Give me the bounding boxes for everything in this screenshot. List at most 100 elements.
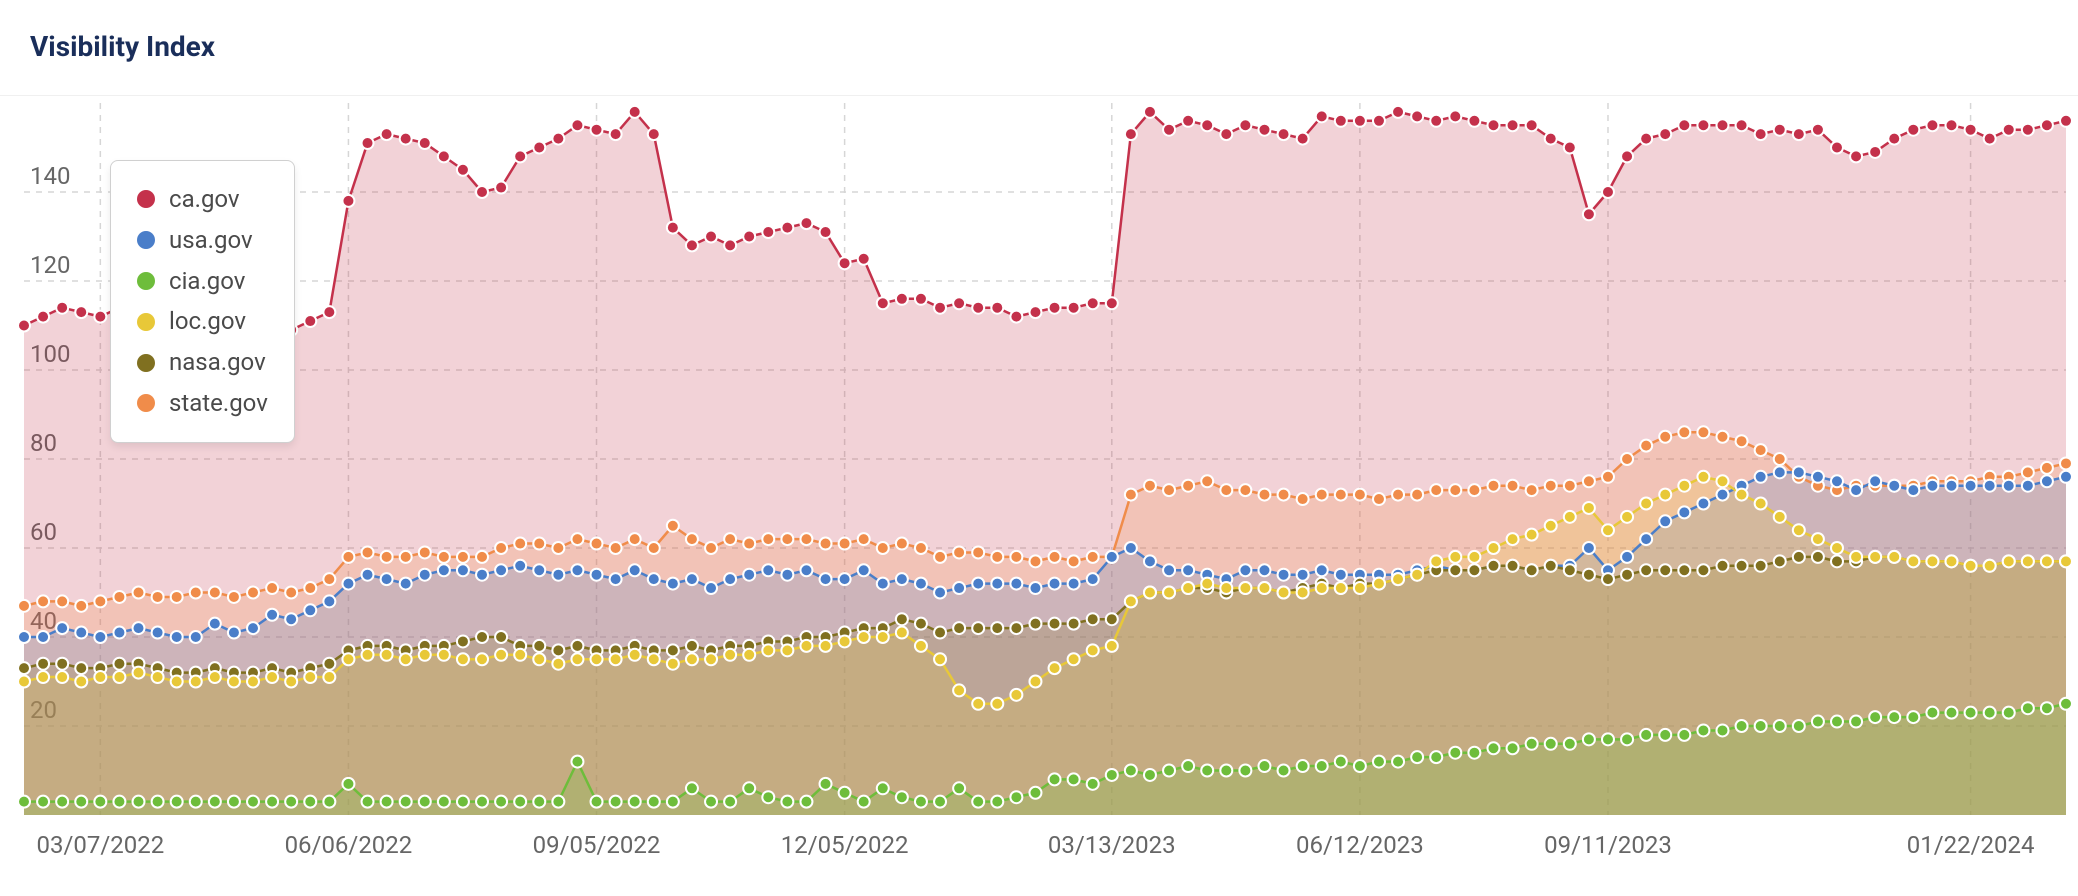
series-marker[interactable]: [2022, 480, 2034, 492]
series-marker[interactable]: [781, 569, 793, 581]
series-marker[interactable]: [991, 796, 1003, 808]
series-marker[interactable]: [1831, 555, 1843, 567]
series-marker[interactable]: [1087, 778, 1099, 790]
series-marker[interactable]: [571, 119, 583, 131]
series-marker[interactable]: [2022, 702, 2034, 714]
series-marker[interactable]: [1583, 475, 1595, 487]
series-marker[interactable]: [1755, 720, 1767, 732]
series-marker[interactable]: [552, 569, 564, 581]
series-marker[interactable]: [724, 649, 736, 661]
series-marker[interactable]: [724, 796, 736, 808]
series-marker[interactable]: [362, 796, 374, 808]
series-marker[interactable]: [1239, 765, 1251, 777]
series-marker[interactable]: [323, 671, 335, 683]
series-marker[interactable]: [1831, 716, 1843, 728]
series-marker[interactable]: [1697, 119, 1709, 131]
series-marker[interactable]: [972, 698, 984, 710]
series-marker[interactable]: [1449, 484, 1461, 496]
series-marker[interactable]: [705, 542, 717, 554]
series-marker[interactable]: [1716, 119, 1728, 131]
series-marker[interactable]: [1201, 578, 1213, 590]
series-marker[interactable]: [1602, 733, 1614, 745]
series-marker[interactable]: [323, 658, 335, 670]
series-marker[interactable]: [1984, 133, 1996, 145]
series-marker[interactable]: [152, 627, 164, 639]
series-marker[interactable]: [1430, 555, 1442, 567]
series-marker[interactable]: [342, 551, 354, 563]
series-marker[interactable]: [94, 796, 106, 808]
series-marker[interactable]: [1144, 555, 1156, 567]
series-marker[interactable]: [1640, 498, 1652, 510]
series-marker[interactable]: [858, 796, 870, 808]
series-marker[interactable]: [1697, 426, 1709, 438]
legend-item[interactable]: loc.gov: [137, 301, 268, 342]
series-marker[interactable]: [610, 653, 622, 665]
series-marker[interactable]: [171, 591, 183, 603]
series-marker[interactable]: [1716, 431, 1728, 443]
series-marker[interactable]: [839, 257, 851, 269]
series-marker[interactable]: [209, 671, 221, 683]
series-marker[interactable]: [94, 311, 106, 323]
series-marker[interactable]: [877, 297, 889, 309]
series-marker[interactable]: [1411, 110, 1423, 122]
series-marker[interactable]: [495, 182, 507, 194]
series-marker[interactable]: [2060, 698, 2072, 710]
series-marker[interactable]: [1621, 551, 1633, 563]
series-marker[interactable]: [247, 796, 259, 808]
series-marker[interactable]: [1487, 742, 1499, 754]
series-marker[interactable]: [1774, 555, 1786, 567]
series-marker[interactable]: [1583, 569, 1595, 581]
series-marker[interactable]: [1736, 489, 1748, 501]
series-marker[interactable]: [2003, 480, 2015, 492]
series-marker[interactable]: [75, 676, 87, 688]
series-marker[interactable]: [323, 573, 335, 585]
series-marker[interactable]: [457, 164, 469, 176]
series-marker[interactable]: [839, 538, 851, 550]
series-marker[interactable]: [1201, 475, 1213, 487]
series-marker[interactable]: [1411, 489, 1423, 501]
series-marker[interactable]: [705, 231, 717, 243]
series-marker[interactable]: [1278, 587, 1290, 599]
series-marker[interactable]: [972, 546, 984, 558]
series-marker[interactable]: [1068, 555, 1080, 567]
series-marker[interactable]: [362, 137, 374, 149]
series-marker[interactable]: [1678, 564, 1690, 576]
series-marker[interactable]: [1468, 564, 1480, 576]
series-marker[interactable]: [37, 671, 49, 683]
series-marker[interactable]: [533, 538, 545, 550]
series-marker[interactable]: [400, 653, 412, 665]
series-marker[interactable]: [514, 649, 526, 661]
series-marker[interactable]: [877, 578, 889, 590]
series-marker[interactable]: [1545, 520, 1557, 532]
series-marker[interactable]: [2041, 119, 2053, 131]
series-marker[interactable]: [1869, 551, 1881, 563]
series-marker[interactable]: [877, 631, 889, 643]
series-marker[interactable]: [934, 796, 946, 808]
series-marker[interactable]: [75, 306, 87, 318]
series-marker[interactable]: [133, 796, 145, 808]
series-marker[interactable]: [1373, 578, 1385, 590]
series-marker[interactable]: [1049, 662, 1061, 674]
series-marker[interactable]: [209, 587, 221, 599]
series-marker[interactable]: [362, 546, 374, 558]
series-marker[interactable]: [152, 591, 164, 603]
series-marker[interactable]: [953, 297, 965, 309]
series-marker[interactable]: [304, 671, 316, 683]
series-marker[interactable]: [94, 671, 106, 683]
series-marker[interactable]: [1564, 511, 1576, 523]
series-marker[interactable]: [56, 622, 68, 634]
series-marker[interactable]: [1220, 484, 1232, 496]
series-marker[interactable]: [304, 315, 316, 327]
series-marker[interactable]: [1087, 613, 1099, 625]
series-marker[interactable]: [953, 546, 965, 558]
series-marker[interactable]: [228, 676, 240, 688]
series-marker[interactable]: [1965, 480, 1977, 492]
series-marker[interactable]: [1106, 297, 1118, 309]
series-marker[interactable]: [1335, 569, 1347, 581]
series-marker[interactable]: [1029, 676, 1041, 688]
series-marker[interactable]: [1144, 587, 1156, 599]
series-marker[interactable]: [1010, 689, 1022, 701]
series-marker[interactable]: [1507, 533, 1519, 545]
series-marker[interactable]: [1697, 498, 1709, 510]
series-marker[interactable]: [304, 582, 316, 594]
